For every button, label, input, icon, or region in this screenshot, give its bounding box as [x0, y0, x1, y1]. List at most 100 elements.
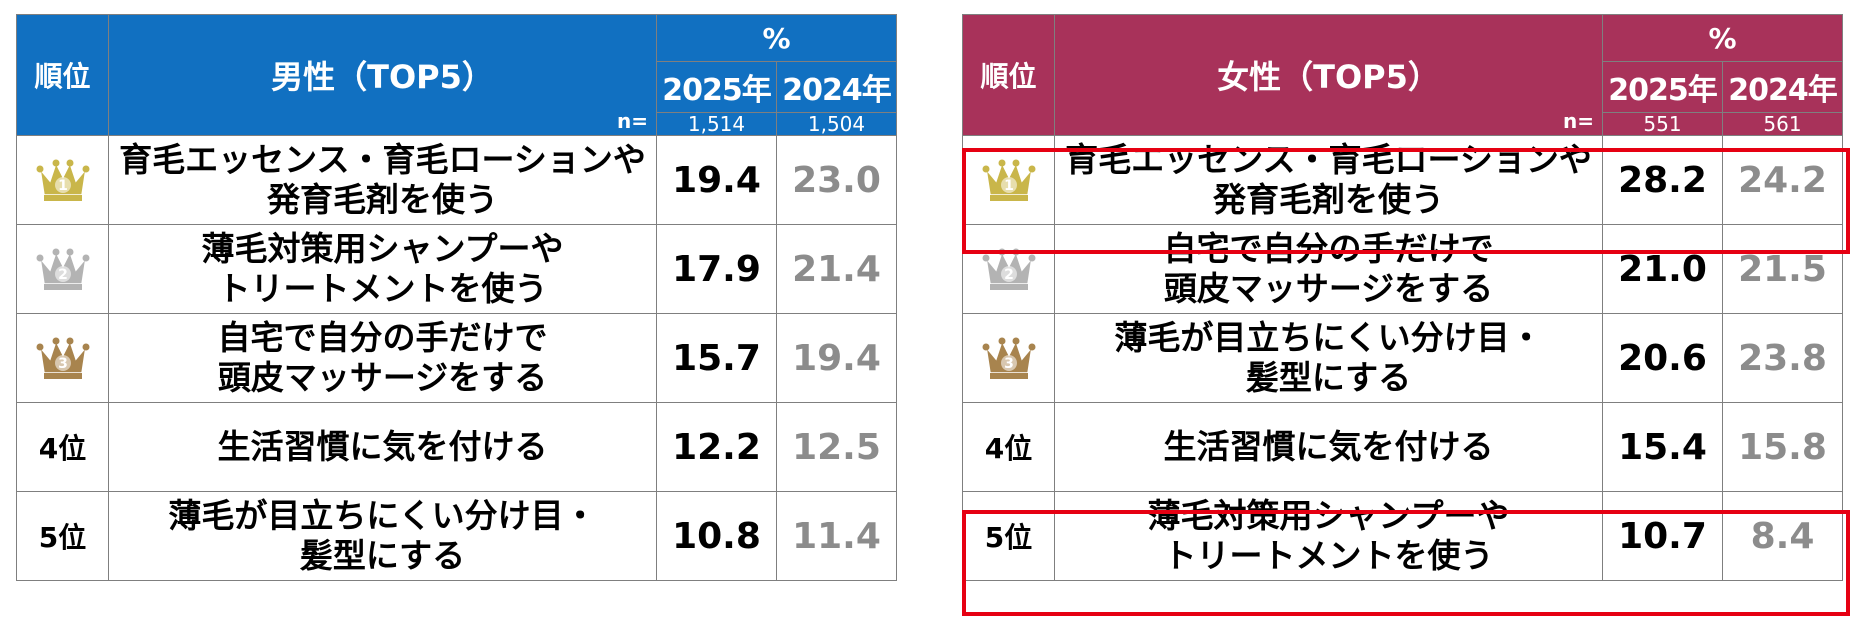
- table-row: 4位 生活習慣に気を付ける 12.2 12.5: [16, 402, 897, 492]
- table-row: 3 薄毛が目立ちにくい分け目・ 髪型にする 20.6 23.8: [962, 313, 1843, 403]
- value-2024: 12.5: [776, 402, 897, 492]
- value-2025: 10.8: [656, 491, 777, 581]
- rank-cell: 3: [962, 313, 1055, 403]
- value-2024: 24.2: [1722, 135, 1843, 225]
- item-cell: 育毛エッセンス・育毛ローションや 発育毛剤を使う: [1054, 135, 1603, 225]
- item-text-line: 生活習慣に気を付ける: [217, 427, 548, 466]
- item-text-line: 自宅で自分の手だけで: [217, 318, 548, 357]
- rank-cell: 2: [962, 224, 1055, 314]
- value-2024: 21.5: [1722, 224, 1843, 314]
- value-2025: 20.6: [1602, 313, 1723, 403]
- value-2024: 11.4: [776, 491, 897, 581]
- value-2024: 23.0: [776, 135, 897, 225]
- rank-label: 4位: [984, 432, 1033, 465]
- rank-cell: 4位: [16, 402, 109, 492]
- item-text-line: 発育毛剤を使う: [267, 180, 498, 219]
- item-text-line: 髪型にする: [1245, 358, 1412, 397]
- year-2024-header: 2024年: [776, 61, 897, 113]
- crown-silver-2-icon: 2: [36, 248, 90, 290]
- female-ranking-table-wrapper: 順位 女性（TOP5） n= % 2025年 2024年 551 561 1 育毛…: [962, 14, 1850, 616]
- item-text-line: 育毛エッセンス・育毛ローションや: [119, 140, 646, 179]
- crown-silver-2-icon: 2: [982, 248, 1036, 290]
- item-cell: 生活習慣に気を付ける: [1054, 402, 1603, 492]
- female-rows: 1 育毛エッセンス・育毛ローションや 発育毛剤を使う 28.2 24.2 2 自宅で自分の手…: [962, 135, 1843, 581]
- value-2025: 12.2: [656, 402, 777, 492]
- crown-rank-number: 2: [1004, 267, 1014, 283]
- item-text-line: 薄毛が目立ちにくい分け目・: [168, 496, 597, 535]
- crown-bronze-3-icon: 3: [36, 337, 90, 379]
- table-title: 男性（TOP5） n=: [108, 14, 657, 136]
- table-row: 5位 薄毛が目立ちにくい分け目・ 髪型にする 10.8 11.4: [16, 491, 897, 581]
- table-row: 4位 生活習慣に気を付ける 15.4 15.8: [962, 402, 1843, 492]
- value-2025: 17.9: [656, 224, 777, 314]
- item-text-line: 薄毛対策用シャンプーや: [1147, 496, 1510, 535]
- table-title-text: 男性（TOP5）: [271, 58, 494, 96]
- rank-label: 4位: [38, 432, 87, 465]
- female-ranking-table: 順位 女性（TOP5） n= % 2025年 2024年 551 561 1 育毛…: [962, 14, 1843, 581]
- n-2024: 561: [1722, 112, 1843, 136]
- crown-rank-number: 3: [58, 356, 68, 372]
- item-cell: 生活習慣に気を付ける: [108, 402, 657, 492]
- value-2024: 23.8: [1722, 313, 1843, 403]
- value-2025: 15.4: [1602, 402, 1723, 492]
- year-2025-header: 2025年: [656, 61, 777, 113]
- item-cell: 自宅で自分の手だけで 頭皮マッサージをする: [1054, 224, 1603, 314]
- item-text-line: 薄毛が目立ちにくい分け目・: [1114, 318, 1543, 357]
- unit-header: %: [656, 14, 897, 62]
- rank-cell: 1: [16, 135, 109, 225]
- unit-header: %: [1602, 14, 1843, 62]
- item-cell: 薄毛対策用シャンプーや トリートメントを使う: [1054, 491, 1603, 581]
- table-row: 1 育毛エッセンス・育毛ローションや 発育毛剤を使う 19.4 23.0: [16, 135, 897, 225]
- crown-rank-number: 2: [58, 267, 68, 283]
- rank-cell: 4位: [962, 402, 1055, 492]
- rank-cell: 5位: [16, 491, 109, 581]
- male-ranking-table-wrapper: 順位 男性（TOP5） n= % 2025年 2024年 1,514 1,504…: [16, 14, 897, 581]
- item-text-line: 育毛エッセンス・育毛ローションや: [1065, 140, 1592, 179]
- value-2025: 19.4: [656, 135, 777, 225]
- table-title-text: 女性（TOP5）: [1217, 58, 1440, 96]
- item-text-line: 髪型にする: [299, 536, 466, 575]
- item-text-line: トリートメントを使う: [1163, 536, 1494, 575]
- rank-cell: 1: [962, 135, 1055, 225]
- item-text-line: 頭皮マッサージをする: [1163, 269, 1494, 308]
- rank-cell: 3: [16, 313, 109, 403]
- value-2024: 8.4: [1722, 491, 1843, 581]
- male-rows: 1 育毛エッセンス・育毛ローションや 発育毛剤を使う 19.4 23.0 2 薄毛対策用シャ…: [16, 135, 897, 581]
- value-2025: 28.2: [1602, 135, 1723, 225]
- item-cell: 薄毛対策用シャンプーや トリートメントを使う: [108, 224, 657, 314]
- item-text-line: 生活習慣に気を付ける: [1163, 427, 1494, 466]
- rank-label: 5位: [984, 521, 1033, 554]
- item-text-line: 頭皮マッサージをする: [217, 358, 548, 397]
- crown-gold-1-icon: 1: [36, 159, 90, 201]
- year-2025-header: 2025年: [1602, 61, 1723, 113]
- item-cell: 薄毛が目立ちにくい分け目・ 髪型にする: [108, 491, 657, 581]
- rank-header: 順位: [16, 14, 109, 136]
- n-2024: 1,504: [776, 112, 897, 136]
- item-cell: 育毛エッセンス・育毛ローションや 発育毛剤を使う: [108, 135, 657, 225]
- rank-label: 5位: [38, 521, 87, 554]
- item-text-line: 自宅で自分の手だけで: [1163, 229, 1494, 268]
- rank-header: 順位: [962, 14, 1055, 136]
- item-text-line: 発育毛剤を使う: [1213, 180, 1444, 219]
- n-2025: 551: [1602, 112, 1723, 136]
- item-cell: 自宅で自分の手だけで 頭皮マッサージをする: [108, 313, 657, 403]
- table-row: 1 育毛エッセンス・育毛ローションや 発育毛剤を使う 28.2 24.2: [962, 135, 1843, 225]
- crown-gold-1-icon: 1: [982, 159, 1036, 201]
- n-2025: 1,514: [656, 112, 777, 136]
- crown-rank-number: 1: [58, 178, 68, 194]
- male-ranking-table: 順位 男性（TOP5） n= % 2025年 2024年 1,514 1,504…: [16, 14, 897, 581]
- value-2025: 15.7: [656, 313, 777, 403]
- year-2024-header: 2024年: [1722, 61, 1843, 113]
- rank-cell: 2: [16, 224, 109, 314]
- table-row: 3 自宅で自分の手だけで 頭皮マッサージをする 15.7 19.4: [16, 313, 897, 403]
- rank-cell: 5位: [962, 491, 1055, 581]
- crown-rank-number: 1: [1004, 178, 1014, 194]
- item-text-line: トリートメントを使う: [217, 269, 548, 308]
- table-row: 5位 薄毛対策用シャンプーや トリートメントを使う 10.7 8.4: [962, 491, 1843, 581]
- value-2024: 15.8: [1722, 402, 1843, 492]
- value-2025: 21.0: [1602, 224, 1723, 314]
- n-label: n=: [617, 109, 648, 133]
- item-cell: 薄毛が目立ちにくい分け目・ 髪型にする: [1054, 313, 1603, 403]
- n-label: n=: [1563, 109, 1594, 133]
- crown-rank-number: 3: [1004, 356, 1014, 372]
